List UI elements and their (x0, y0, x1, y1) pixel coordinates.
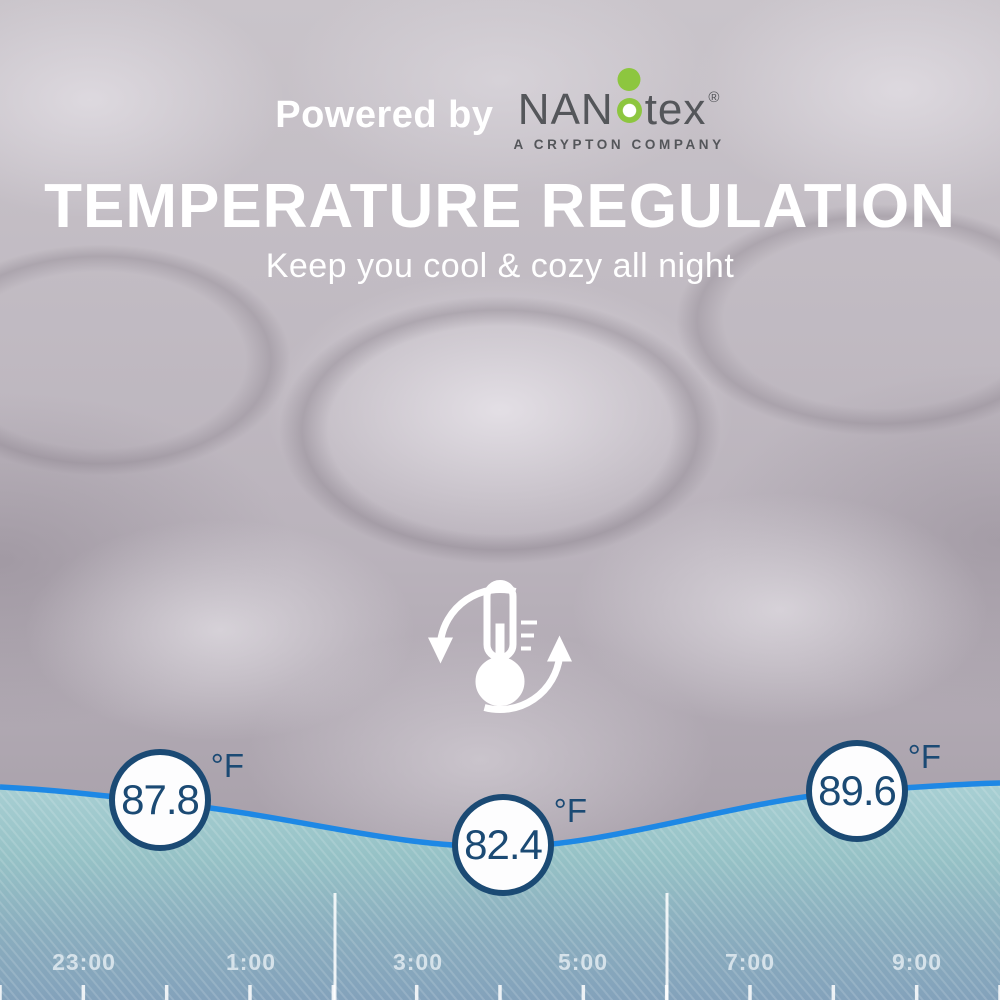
refresh-arrows-icon (428, 586, 572, 713)
nanotex-logo: NAN tex ® A CRYPTON COMPANY (514, 58, 725, 152)
temperature-bubble: 82.4 (452, 794, 554, 896)
time-label: 23:00 (52, 949, 116, 975)
fahrenheit-unit-label: °F (210, 747, 244, 784)
fahrenheit-unit-label: °F (553, 792, 587, 829)
headline-block: TEMPERATURE REGULATION Keep you cool & c… (0, 174, 1000, 286)
time-label: 3:00 (392, 949, 444, 975)
time-label: 7:00 (724, 949, 776, 975)
nanotex-o-icon (616, 67, 642, 123)
nanotex-wordmark: NAN tex ® (517, 67, 721, 134)
nanotex-text-right: tex (644, 85, 707, 134)
registered-mark: ® (708, 89, 721, 106)
page-title: TEMPERATURE REGULATION (44, 172, 956, 241)
temperature-reading: 87.8 °F (109, 747, 244, 851)
nanotex-text-left: NAN (517, 85, 614, 134)
time-label: 5:00 (557, 949, 609, 975)
temperature-reading: 82.4 °F (452, 792, 587, 896)
brand-lockup: Powered by NAN tex ® A CRYPTON COMPANY (0, 58, 1000, 152)
powered-by-label: Powered by (275, 94, 494, 136)
page-subtitle: Keep you cool & cozy all night (265, 247, 735, 286)
time-label: 9:00 (891, 949, 943, 975)
fahrenheit-unit-label: °F (907, 738, 941, 775)
temperature-cycle-icon (418, 568, 582, 737)
temperature-reading: 89.6 °F (806, 738, 941, 842)
temperature-bubble: 87.8 (109, 749, 211, 851)
time-label: 1:00 (225, 949, 277, 975)
temperature-bubble: 89.6 (806, 740, 908, 842)
crypton-subtitle: A CRYPTON COMPANY (513, 137, 725, 152)
thermometer-icon (475, 580, 537, 706)
nanotex-dot-icon (617, 67, 641, 91)
